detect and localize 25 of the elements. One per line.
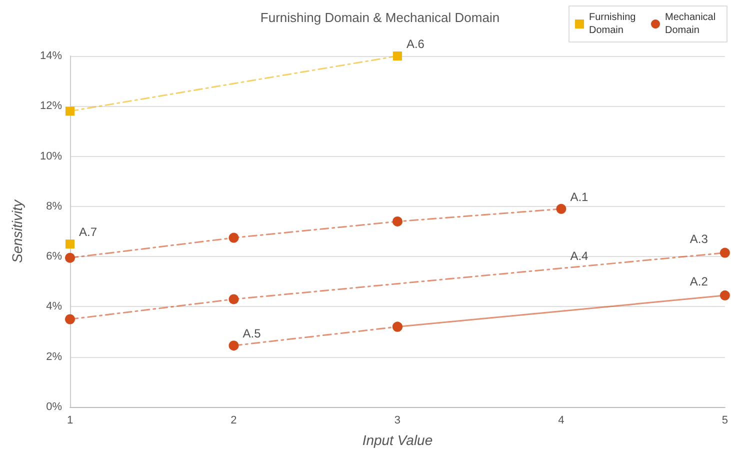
- legend-label: Furnishing Domain: [589, 12, 638, 36]
- x-tick-label: 2: [230, 414, 237, 426]
- x-tick-label: 4: [558, 414, 564, 426]
- x-axis-title: Input Value: [362, 432, 433, 448]
- x-tick-label: 1: [66, 414, 74, 426]
- y-axis-title: Sensitivity: [9, 198, 25, 264]
- y-tick-label: 6%: [46, 250, 62, 263]
- annotation: A.4: [570, 248, 589, 263]
- x-tick-label: 3: [394, 414, 401, 426]
- y-tick-label: 4%: [46, 300, 62, 313]
- y-tick-label: 2%: [46, 350, 62, 363]
- legend-label: Mechanical Domain: [665, 12, 718, 36]
- annotation: A.7: [79, 225, 98, 240]
- annotation: A.1: [570, 190, 589, 204]
- annotation: A.5: [242, 326, 262, 341]
- x-tick-label: 5: [722, 414, 728, 426]
- y-tick-label: 8%: [46, 200, 62, 212]
- y-tick-label: 14%: [40, 50, 62, 62]
- annotation: A.2: [690, 274, 708, 288]
- chart-title: Furnishing Domain & Mechanical Domain: [260, 10, 500, 25]
- annotation: A.3: [690, 232, 708, 246]
- annotation: A.6: [406, 37, 425, 51]
- y-tick-label: 0%: [46, 401, 62, 413]
- y-tick-label: 10%: [40, 150, 62, 162]
- y-tick-label: 12%: [40, 100, 62, 112]
